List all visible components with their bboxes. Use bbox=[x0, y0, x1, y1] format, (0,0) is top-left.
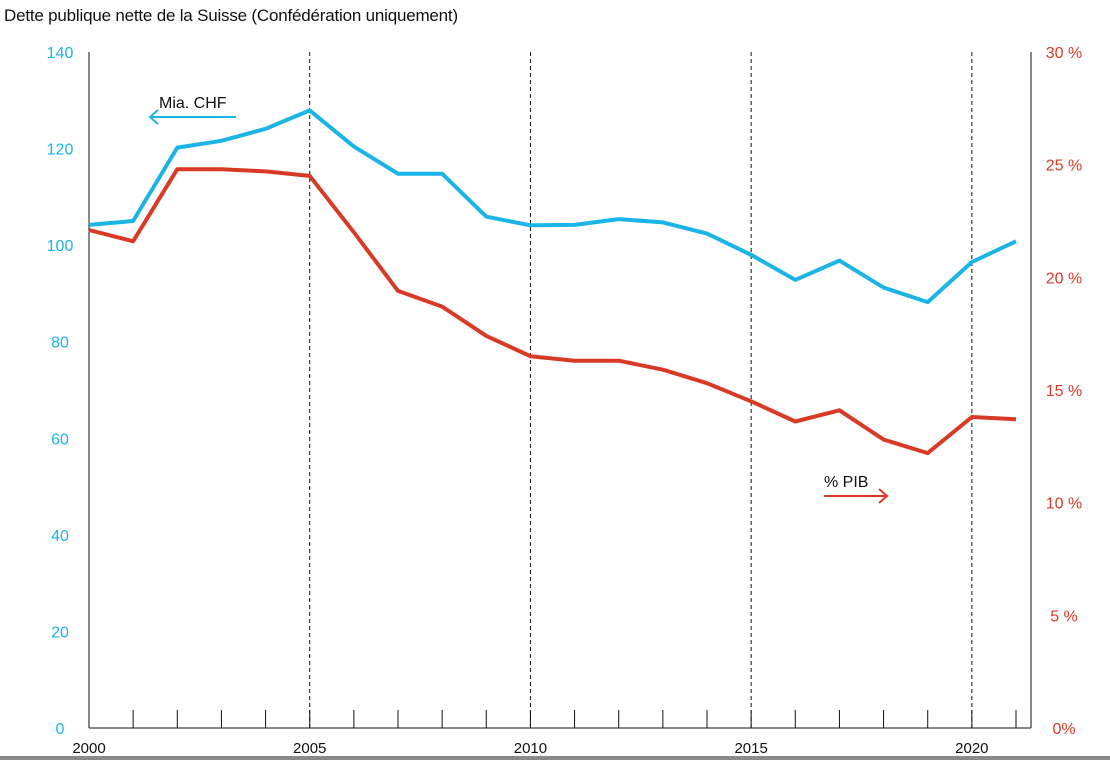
right-tick-label-0: 0% bbox=[1052, 721, 1075, 738]
axes bbox=[88, 52, 1032, 729]
x-axis-ticks: 2000 2005 2010 2015 2020 bbox=[72, 710, 1017, 757]
annotation-pib-arrow-head bbox=[878, 488, 889, 504]
annotation-pib-label: % PIB bbox=[824, 474, 868, 491]
series-line-pib bbox=[88, 167, 1017, 456]
left-tick-label-80: 80 bbox=[51, 335, 69, 352]
left-tick-label-140: 140 bbox=[47, 45, 74, 62]
bottom-rule bbox=[0, 756, 1110, 760]
left-tick-label-0: 0 bbox=[56, 721, 65, 738]
right-tick-label-1: 5 % bbox=[1050, 608, 1078, 625]
annotation-chf-label: Mia. CHF bbox=[159, 95, 227, 112]
right-tick-label-3: 15 % bbox=[1046, 383, 1082, 400]
x-tick-label-2010: 2010 bbox=[514, 740, 547, 757]
right-tick-label-4: 20 % bbox=[1046, 270, 1082, 287]
right-axis-ticks: 0% 5 % 10 % 15 % 20 % 25 % 30 % bbox=[1046, 45, 1082, 738]
annotations: Mia. CHF % PIB bbox=[148, 95, 889, 504]
left-tick-label-120: 120 bbox=[47, 142, 74, 159]
x-tick-label-2015: 2015 bbox=[734, 740, 767, 757]
series-lines bbox=[88, 108, 1017, 456]
chart-title: Dette publique nette de la Suisse (Confé… bbox=[4, 6, 458, 25]
annotation-chf-arrow-head bbox=[148, 109, 159, 125]
right-tick-label-5: 25 % bbox=[1046, 158, 1082, 175]
left-axis-ticks: 0 20 40 60 80 100 120 140 bbox=[47, 45, 74, 738]
right-tick-label-2: 10 % bbox=[1046, 496, 1082, 513]
left-tick-label-60: 60 bbox=[51, 431, 69, 448]
left-tick-label-20: 20 bbox=[51, 624, 69, 641]
grid-lines bbox=[309, 52, 973, 728]
x-tick-label-2000: 2000 bbox=[72, 740, 105, 757]
series-line-chf bbox=[88, 108, 1017, 305]
left-tick-label-100: 100 bbox=[47, 238, 74, 255]
x-tick-label-2005: 2005 bbox=[293, 740, 326, 757]
right-tick-label-6: 30 % bbox=[1046, 45, 1082, 62]
left-tick-label-40: 40 bbox=[51, 528, 69, 545]
x-tick-label-2020: 2020 bbox=[955, 740, 988, 757]
